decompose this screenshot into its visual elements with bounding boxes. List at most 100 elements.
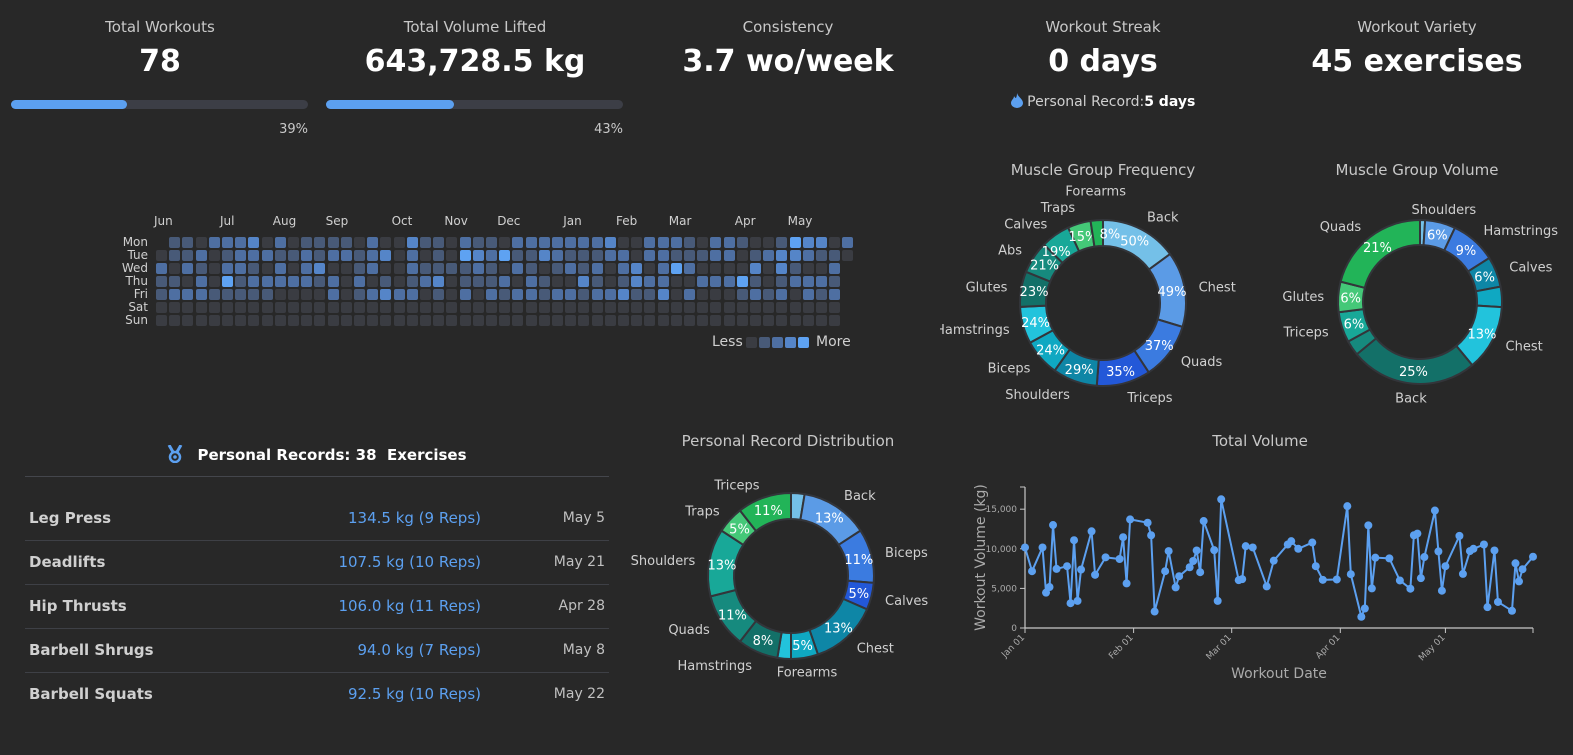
- heatmap-cell[interactable]: [406, 263, 418, 274]
- heatmap-cell[interactable]: [314, 276, 326, 287]
- heatmap-cell[interactable]: [274, 237, 286, 248]
- heatmap-cell[interactable]: [274, 250, 286, 261]
- heatmap-cell[interactable]: [565, 276, 577, 287]
- heatmap-cell[interactable]: [340, 276, 352, 287]
- data-point[interactable]: [1049, 521, 1058, 530]
- heatmap-cell[interactable]: [433, 289, 445, 300]
- heatmap-cell[interactable]: [340, 250, 352, 261]
- data-point[interactable]: [1248, 543, 1257, 552]
- data-point[interactable]: [1413, 529, 1422, 538]
- heatmap-cell[interactable]: [486, 315, 497, 326]
- heatmap-cell[interactable]: [208, 237, 220, 248]
- heatmap-cell[interactable]: [195, 302, 207, 313]
- heatmap-cell[interactable]: [789, 263, 801, 274]
- heatmap-cell[interactable]: [380, 263, 392, 274]
- heatmap-cell[interactable]: [459, 315, 471, 326]
- data-point[interactable]: [1063, 562, 1072, 571]
- data-point[interactable]: [1308, 538, 1317, 547]
- heatmap-cell[interactable]: [393, 276, 405, 287]
- data-point[interactable]: [1143, 518, 1152, 527]
- data-point[interactable]: [1455, 531, 1464, 540]
- data-point[interactable]: [1518, 565, 1527, 574]
- heatmap-cell[interactable]: [169, 237, 181, 248]
- data-point[interactable]: [1052, 564, 1061, 573]
- heatmap-cell[interactable]: [684, 315, 695, 326]
- heatmap-cell[interactable]: [657, 315, 669, 326]
- heatmap-cell[interactable]: [736, 315, 748, 326]
- data-point[interactable]: [1406, 584, 1415, 593]
- heatmap-cell[interactable]: [354, 237, 365, 248]
- data-point[interactable]: [1150, 607, 1159, 616]
- heatmap-cell[interactable]: [591, 276, 603, 287]
- heatmap-cell[interactable]: [169, 276, 181, 287]
- heatmap-cell[interactable]: [301, 276, 313, 287]
- heatmap-cell[interactable]: [723, 289, 735, 300]
- heatmap-cell[interactable]: [618, 315, 629, 326]
- data-point[interactable]: [1045, 583, 1054, 592]
- record-row[interactable]: Deadlifts 107.5 kg (10 Reps) May 21: [25, 541, 609, 585]
- heatmap-cell[interactable]: [486, 237, 497, 248]
- data-point[interactable]: [1087, 527, 1096, 536]
- heatmap-cell[interactable]: [644, 289, 656, 300]
- heatmap-cell[interactable]: [433, 263, 445, 274]
- heatmap-cell[interactable]: [420, 289, 431, 300]
- heatmap-cell[interactable]: [340, 237, 352, 248]
- heatmap-cell[interactable]: [618, 289, 629, 300]
- data-point[interactable]: [1434, 547, 1443, 556]
- heatmap-cell[interactable]: [380, 315, 392, 326]
- heatmap-cell[interactable]: [670, 250, 682, 261]
- heatmap-cell[interactable]: [472, 276, 484, 287]
- heatmap-cell[interactable]: [710, 276, 722, 287]
- heatmap-cell[interactable]: [750, 263, 761, 274]
- data-point[interactable]: [1161, 567, 1170, 576]
- heatmap-cell[interactable]: [433, 276, 445, 287]
- data-point[interactable]: [1514, 577, 1523, 586]
- heatmap-cell[interactable]: [380, 250, 392, 261]
- heatmap-cell[interactable]: [380, 289, 392, 300]
- heatmap-cell[interactable]: [222, 276, 233, 287]
- heatmap-cell[interactable]: [525, 237, 537, 248]
- heatmap-cell[interactable]: [367, 289, 379, 300]
- data-point[interactable]: [1028, 567, 1037, 576]
- heatmap-cell[interactable]: [208, 289, 220, 300]
- data-point[interactable]: [1101, 553, 1110, 562]
- heatmap-cell[interactable]: [169, 263, 181, 274]
- heatmap-cell[interactable]: [274, 276, 286, 287]
- heatmap-cell[interactable]: [750, 315, 761, 326]
- heatmap-cell[interactable]: [578, 250, 590, 261]
- heatmap-cell[interactable]: [710, 315, 722, 326]
- heatmap-cell[interactable]: [288, 250, 299, 261]
- heatmap-cell[interactable]: [697, 276, 709, 287]
- heatmap-cell[interactable]: [723, 302, 735, 313]
- heatmap-cell[interactable]: [670, 276, 682, 287]
- data-point[interactable]: [1147, 531, 1156, 540]
- heatmap-cell[interactable]: [538, 289, 550, 300]
- heatmap-cell[interactable]: [512, 315, 524, 326]
- heatmap-cell[interactable]: [472, 315, 484, 326]
- heatmap-cell[interactable]: [552, 302, 563, 313]
- heatmap-cell[interactable]: [631, 302, 643, 313]
- heatmap-cell[interactable]: [156, 302, 167, 313]
- data-point[interactable]: [1311, 562, 1320, 571]
- heatmap-cell[interactable]: [631, 250, 643, 261]
- heatmap-cell[interactable]: [763, 276, 775, 287]
- heatmap-cell[interactable]: [367, 315, 379, 326]
- heatmap-cell[interactable]: [327, 289, 339, 300]
- heatmap-cell[interactable]: [644, 302, 656, 313]
- data-point[interactable]: [1213, 596, 1222, 605]
- heatmap-cell[interactable]: [261, 302, 273, 313]
- heatmap-cell[interactable]: [367, 276, 379, 287]
- heatmap-cell[interactable]: [802, 315, 814, 326]
- heatmap-cell[interactable]: [393, 250, 405, 261]
- heatmap-cell[interactable]: [525, 263, 537, 274]
- heatmap-cell[interactable]: [736, 302, 748, 313]
- data-point[interactable]: [1318, 575, 1327, 584]
- data-point[interactable]: [1119, 533, 1128, 542]
- heatmap-cell[interactable]: [208, 315, 220, 326]
- heatmap-cell[interactable]: [789, 276, 801, 287]
- heatmap-cell[interactable]: [776, 302, 788, 313]
- heatmap-cell[interactable]: [499, 302, 511, 313]
- data-point[interactable]: [1346, 570, 1355, 579]
- heatmap-cell[interactable]: [261, 250, 273, 261]
- heatmap-cell[interactable]: [816, 276, 827, 287]
